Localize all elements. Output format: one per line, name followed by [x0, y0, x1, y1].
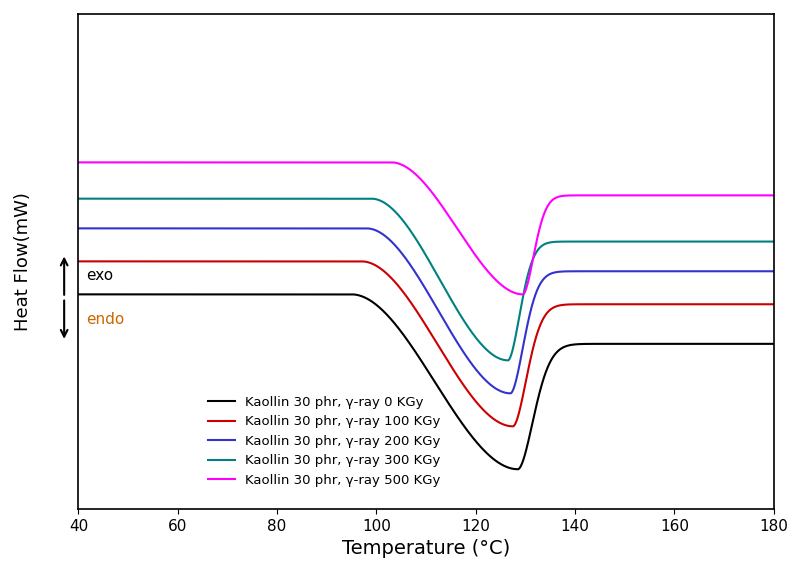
- Line: Kaollin 30 phr, γ-ray 0 KGy: Kaollin 30 phr, γ-ray 0 KGy: [79, 295, 774, 469]
- Kaollin 30 phr, γ-ray 0 KGy: [681, 340, 691, 347]
- Kaollin 30 phr, γ-ray 0 KGy: [513, 466, 523, 472]
- Kaollin 30 phr, γ-ray 100 KGy: [371, 262, 380, 269]
- Legend: Kaollin 30 phr, γ-ray 0 KGy, Kaollin 30 phr, γ-ray 100 KGy, Kaollin 30 phr, γ-ra: Kaollin 30 phr, γ-ray 0 KGy, Kaollin 30 …: [203, 391, 446, 492]
- Kaollin 30 phr, γ-ray 300 KGy: [371, 196, 380, 202]
- Kaollin 30 phr, γ-ray 300 KGy: [755, 238, 765, 245]
- Line: Kaollin 30 phr, γ-ray 200 KGy: Kaollin 30 phr, γ-ray 200 KGy: [79, 228, 774, 394]
- Kaollin 30 phr, γ-ray 200 KGy: [153, 225, 163, 232]
- Kaollin 30 phr, γ-ray 500 KGy: [755, 192, 765, 199]
- Kaollin 30 phr, γ-ray 100 KGy: [508, 423, 517, 430]
- Kaollin 30 phr, γ-ray 200 KGy: [505, 390, 515, 397]
- Kaollin 30 phr, γ-ray 200 KGy: [340, 225, 350, 232]
- Kaollin 30 phr, γ-ray 0 KGy: [194, 291, 204, 298]
- Kaollin 30 phr, γ-ray 300 KGy: [681, 238, 691, 245]
- Kaollin 30 phr, γ-ray 100 KGy: [74, 258, 83, 265]
- Kaollin 30 phr, γ-ray 300 KGy: [153, 195, 163, 202]
- X-axis label: Temperature (°C): Temperature (°C): [342, 539, 510, 558]
- Kaollin 30 phr, γ-ray 100 KGy: [340, 258, 350, 265]
- Y-axis label: Heat Flow(mW): Heat Flow(mW): [14, 192, 32, 331]
- Line: Kaollin 30 phr, γ-ray 100 KGy: Kaollin 30 phr, γ-ray 100 KGy: [79, 261, 774, 426]
- Kaollin 30 phr, γ-ray 0 KGy: [371, 300, 380, 307]
- Line: Kaollin 30 phr, γ-ray 300 KGy: Kaollin 30 phr, γ-ray 300 KGy: [79, 198, 774, 360]
- Kaollin 30 phr, γ-ray 500 KGy: [769, 192, 779, 199]
- Kaollin 30 phr, γ-ray 300 KGy: [340, 195, 350, 202]
- Kaollin 30 phr, γ-ray 100 KGy: [153, 258, 163, 265]
- Kaollin 30 phr, γ-ray 200 KGy: [681, 268, 691, 275]
- Kaollin 30 phr, γ-ray 500 KGy: [681, 192, 691, 199]
- Kaollin 30 phr, γ-ray 300 KGy: [194, 195, 204, 202]
- Text: endo: endo: [87, 312, 125, 327]
- Kaollin 30 phr, γ-ray 0 KGy: [340, 291, 350, 298]
- Kaollin 30 phr, γ-ray 300 KGy: [74, 195, 83, 202]
- Kaollin 30 phr, γ-ray 200 KGy: [194, 225, 204, 232]
- Kaollin 30 phr, γ-ray 100 KGy: [681, 301, 691, 308]
- Kaollin 30 phr, γ-ray 500 KGy: [74, 159, 83, 166]
- Line: Kaollin 30 phr, γ-ray 500 KGy: Kaollin 30 phr, γ-ray 500 KGy: [79, 162, 774, 295]
- Kaollin 30 phr, γ-ray 0 KGy: [74, 291, 83, 298]
- Kaollin 30 phr, γ-ray 100 KGy: [755, 301, 765, 308]
- Kaollin 30 phr, γ-ray 200 KGy: [755, 268, 765, 275]
- Text: exo: exo: [87, 268, 114, 283]
- Kaollin 30 phr, γ-ray 0 KGy: [755, 340, 765, 347]
- Kaollin 30 phr, γ-ray 100 KGy: [194, 258, 204, 265]
- Kaollin 30 phr, γ-ray 0 KGy: [769, 340, 779, 347]
- Kaollin 30 phr, γ-ray 200 KGy: [74, 225, 83, 232]
- Kaollin 30 phr, γ-ray 100 KGy: [769, 301, 779, 308]
- Kaollin 30 phr, γ-ray 500 KGy: [340, 159, 350, 166]
- Kaollin 30 phr, γ-ray 500 KGy: [194, 159, 204, 166]
- Kaollin 30 phr, γ-ray 200 KGy: [769, 268, 779, 275]
- Kaollin 30 phr, γ-ray 500 KGy: [371, 159, 380, 166]
- Kaollin 30 phr, γ-ray 500 KGy: [153, 159, 163, 166]
- Kaollin 30 phr, γ-ray 200 KGy: [371, 227, 380, 233]
- Kaollin 30 phr, γ-ray 500 KGy: [518, 291, 528, 298]
- Kaollin 30 phr, γ-ray 0 KGy: [153, 291, 163, 298]
- Kaollin 30 phr, γ-ray 300 KGy: [769, 238, 779, 245]
- Kaollin 30 phr, γ-ray 300 KGy: [503, 357, 512, 364]
